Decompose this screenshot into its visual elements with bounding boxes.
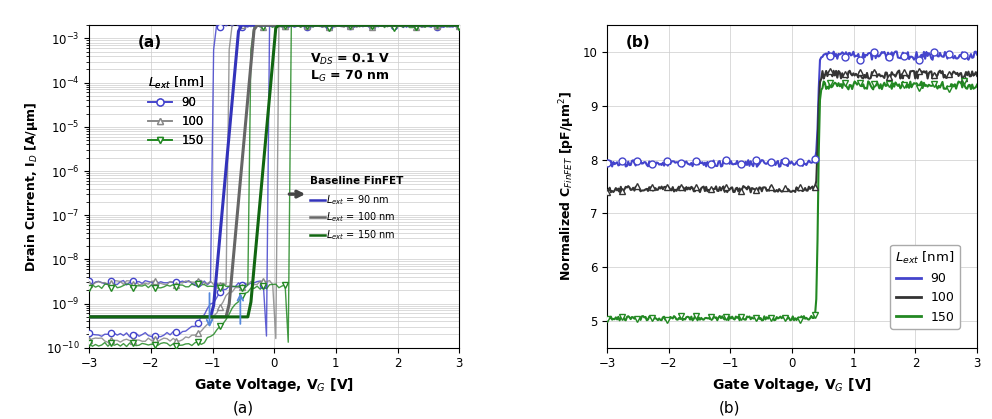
Text: $L_{ext}$ = 150 nm: $L_{ext}$ = 150 nm — [326, 228, 396, 242]
Text: (b): (b) — [626, 35, 651, 50]
Legend: 90, 100, 150: 90, 100, 150 — [143, 70, 208, 152]
Text: Baseline FinFET: Baseline FinFET — [310, 176, 404, 186]
X-axis label: Gate Voltage, V$_G$ [V]: Gate Voltage, V$_G$ [V] — [194, 376, 354, 394]
Legend: 90, 100, 150: 90, 100, 150 — [891, 245, 960, 328]
X-axis label: Gate Voltage, V$_G$ [V]: Gate Voltage, V$_G$ [V] — [712, 376, 872, 394]
Y-axis label: Normalized C$_{FinFET}$ [pF/μm$^2$]: Normalized C$_{FinFET}$ [pF/μm$^2$] — [558, 91, 577, 282]
Y-axis label: Drain Current, I$_D$ [A/μm]: Drain Current, I$_D$ [A/μm] — [23, 101, 41, 272]
Text: $L_{ext}$ = 100 nm: $L_{ext}$ = 100 nm — [326, 210, 396, 224]
Text: V$_{DS}$ = 0.1 V
L$_G$ = 70 nm: V$_{DS}$ = 0.1 V L$_G$ = 70 nm — [310, 52, 390, 84]
Text: (b): (b) — [718, 401, 740, 416]
Text: (a): (a) — [137, 35, 162, 50]
Text: (a): (a) — [232, 401, 254, 416]
Text: $L_{ext}$ = 90 nm: $L_{ext}$ = 90 nm — [326, 193, 390, 207]
